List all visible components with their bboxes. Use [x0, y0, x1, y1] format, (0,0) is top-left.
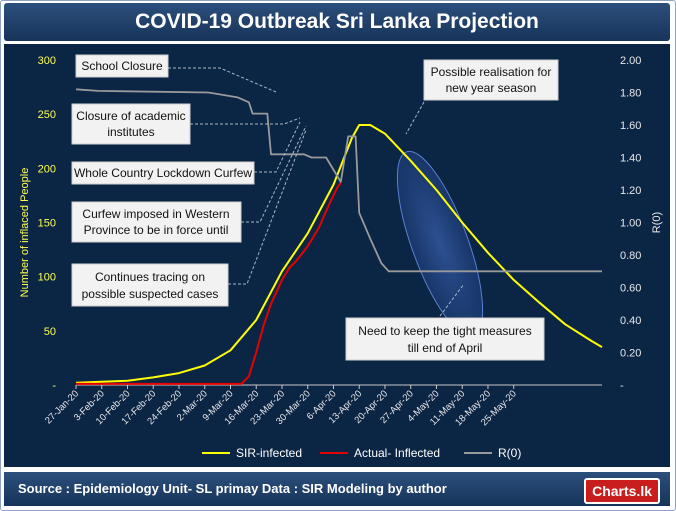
y-tick-label: 250	[38, 109, 56, 121]
y2-tick-label: 0.40	[620, 315, 641, 327]
chart-area: - 50 100 150 200 250 300 - 0.20 0.40 0.60 0.80 1.00 1…	[4, 44, 670, 467]
y2-tick-label: 0.80	[620, 250, 641, 262]
annotation-western-text-2: Province to be in force until	[84, 223, 229, 237]
legend-label: Actual- Inflected	[354, 446, 440, 460]
annotation-lockdown-text: Whole Country Lockdown Curfew	[74, 166, 252, 180]
annotation-newyear-text-1: Possible realisation for	[431, 65, 552, 79]
annotation-academic-text-1: Closure of academic	[76, 109, 185, 123]
annotation-new-year	[423, 59, 559, 101]
x-tick-label: 27-Jan-20	[43, 388, 81, 426]
chart-svg: - 50 100 150 200 250 300 - 0.20 0.40 0.60 0.80 1.00 1…	[19, 54, 663, 460]
annotation-newyear-text-2: new year season	[446, 81, 537, 95]
y2-tick-label: 0.60	[620, 283, 641, 295]
r0-line	[75, 88, 602, 273]
connector-newyear	[405, 101, 425, 135]
y2-tick-label: 1.80	[620, 88, 641, 100]
y2-tick-label: 1.40	[620, 153, 641, 165]
annotation-measures-text-2: till end of April	[408, 341, 483, 355]
connector-lockdown	[254, 121, 301, 173]
y-tick-label: 200	[38, 163, 56, 175]
y2-tick-label: -	[620, 380, 624, 392]
y2-tick-label: 2.00	[620, 55, 641, 67]
chart-title: COVID-19 Outbreak Sri Lanka Projection	[135, 10, 539, 33]
connector-academic	[190, 117, 301, 125]
annotation-tracing	[71, 263, 229, 307]
source-text: Source : Epidemiology Unit- SL primay Da…	[18, 481, 447, 496]
annotation-western-curfew	[71, 201, 242, 243]
annotation-academic-closure	[71, 103, 191, 145]
annotation-tight-measures	[345, 317, 545, 361]
sir-infected-line	[75, 124, 603, 384]
annotation-academic-text-2: institutes	[107, 125, 154, 139]
y2-tick-label: 1.20	[620, 185, 641, 197]
y2-tick-label: 1.00	[620, 218, 641, 230]
annotation-tracing-text-2: possible suspected cases	[82, 287, 219, 301]
legend-label: SIR-infected	[236, 446, 302, 460]
annotation-school-text: School Closure	[81, 59, 163, 73]
y2-axis-label: R(0)	[651, 212, 663, 233]
charts-lk-logo[interactable]: Charts.lk	[584, 478, 660, 504]
y2-tick-label: 0.20	[620, 348, 641, 360]
footer-bar: Source : Epidemiology Unit- SL primay Da…	[4, 472, 670, 506]
connector-school	[168, 67, 277, 93]
highlight-ellipse	[396, 150, 484, 338]
annotation-school-closure	[75, 54, 169, 78]
y-tick-label: -	[52, 380, 56, 392]
y-tick-label: 100	[38, 272, 56, 284]
connector-tracing	[228, 129, 307, 285]
annotation-measures-text-1: Need to keep the tight measures	[358, 324, 531, 338]
title-bar: COVID-19 Outbreak Sri Lanka Projection	[4, 3, 670, 41]
y-tick-label: 150	[38, 218, 56, 230]
y-tick-label: 300	[38, 55, 56, 67]
annotation-western-text-1: Curfew imposed in Western	[82, 207, 229, 221]
y-axis-label: Number of inflaced People	[19, 168, 31, 298]
actual-infected-line	[76, 181, 342, 385]
annotation-tracing-text-1: Continues tracing on	[95, 270, 205, 284]
connector-western	[241, 125, 307, 223]
y-tick-label: 50	[44, 326, 56, 338]
y2-tick-label: 1.60	[620, 120, 641, 132]
annotation-lockdown	[71, 161, 255, 185]
connector-measures	[439, 283, 465, 317]
legend-label: R(0)	[498, 446, 521, 460]
